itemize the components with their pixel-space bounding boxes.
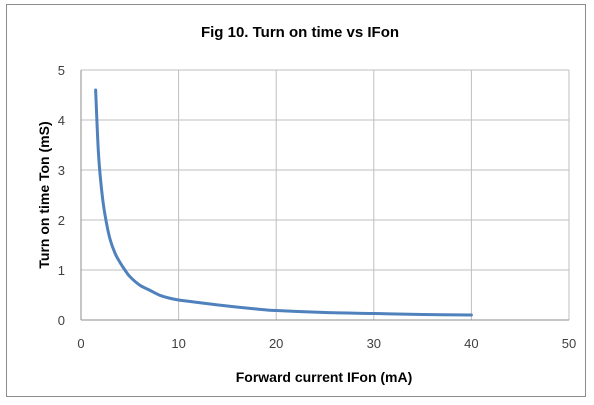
chart-title: Fig 10. Turn on time vs IFon <box>201 24 399 41</box>
series-line <box>94 88 473 317</box>
y-axis-label: Turn on time Ton (mS) <box>36 121 52 268</box>
y-tick-label: 1 <box>58 263 65 278</box>
x-tick-label: 40 <box>464 336 478 351</box>
series <box>94 88 473 317</box>
y-tick-labels: 0 1 2 3 4 5 <box>58 63 65 328</box>
x-tick-label: 0 <box>77 336 84 351</box>
y-tick-label: 3 <box>58 163 65 178</box>
y-tick-label: 2 <box>58 213 65 228</box>
y-tick-label: 4 <box>58 113 65 128</box>
x-tick-label: 30 <box>367 336 381 351</box>
gridlines <box>81 69 570 320</box>
x-tick-labels: 0 10 20 30 40 50 <box>77 336 576 351</box>
x-axis-label: Forward current IFon (mA) <box>236 369 413 385</box>
y-tick-label: 0 <box>58 313 65 328</box>
axes <box>80 70 569 321</box>
x-tick-label: 10 <box>171 336 185 351</box>
x-tick-label: 50 <box>562 336 576 351</box>
y-tick-label: 5 <box>58 63 65 78</box>
x-tick-label: 20 <box>269 336 283 351</box>
